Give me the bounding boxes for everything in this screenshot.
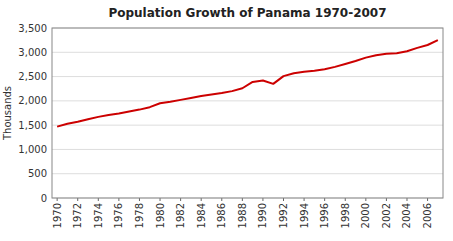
grid-line	[52, 52, 443, 53]
x-tick-label: 1976	[113, 203, 124, 228]
x-tick-label: 1984	[196, 203, 207, 228]
x-tick-label: 1978	[134, 203, 145, 228]
y-tick-label: 1,500	[18, 120, 47, 131]
y-tick-label: 3,000	[18, 47, 47, 58]
x-axis: 1970 1972 1974 1976 1978 1980 1982 1984 1986 1988…	[52, 198, 433, 228]
y-axis-label: Thousands	[2, 86, 13, 141]
x-tick-label: 2000	[360, 203, 371, 228]
grid-line	[52, 125, 443, 126]
x-tick-label: 1980	[155, 203, 166, 228]
data	[57, 40, 438, 126]
grid-line	[52, 100, 443, 101]
title: Population Growth of Panama 1970-2007	[108, 6, 386, 20]
y-axis: 0 500 1,000 1,500 2,000 2,500 3,000 3,500	[18, 23, 47, 204]
x-tick-label: 2004	[401, 203, 412, 228]
x-tick-label: 1982	[175, 203, 186, 228]
plot-frame	[52, 28, 443, 198]
x-tick-label: 1990	[257, 203, 268, 228]
population-line	[57, 40, 438, 126]
y-tick-label: 3,500	[18, 23, 47, 34]
x-tick-label: 1996	[319, 203, 330, 228]
x-tick-label: 2006	[422, 203, 433, 228]
grid-line	[52, 76, 443, 77]
y-tick-label: 0	[41, 193, 47, 204]
grid-line	[52, 149, 443, 150]
x-tick-label: 1986	[216, 203, 227, 228]
x-tick-label: 1988	[237, 203, 248, 228]
y-tick-label: 2,500	[18, 71, 47, 82]
y-tick-label: 2,000	[18, 95, 47, 106]
y-tick-label: 500	[28, 168, 47, 179]
x-tick-label: 2002	[381, 203, 392, 228]
grid-line	[52, 173, 443, 174]
x-tick-label: 1998	[340, 203, 351, 228]
x-tick-label: 1974	[93, 203, 104, 228]
chart: 05001,0001,5002,0002,5003,0003,500197019…	[0, 0, 453, 241]
y-tick-label: 1,000	[18, 144, 47, 155]
grid	[52, 28, 443, 198]
x-tick-label: 1994	[299, 203, 310, 228]
x-tick-label: 1972	[72, 203, 83, 228]
x-tick-label: 1970	[52, 203, 63, 228]
x-tick-label: 1992	[278, 203, 289, 228]
